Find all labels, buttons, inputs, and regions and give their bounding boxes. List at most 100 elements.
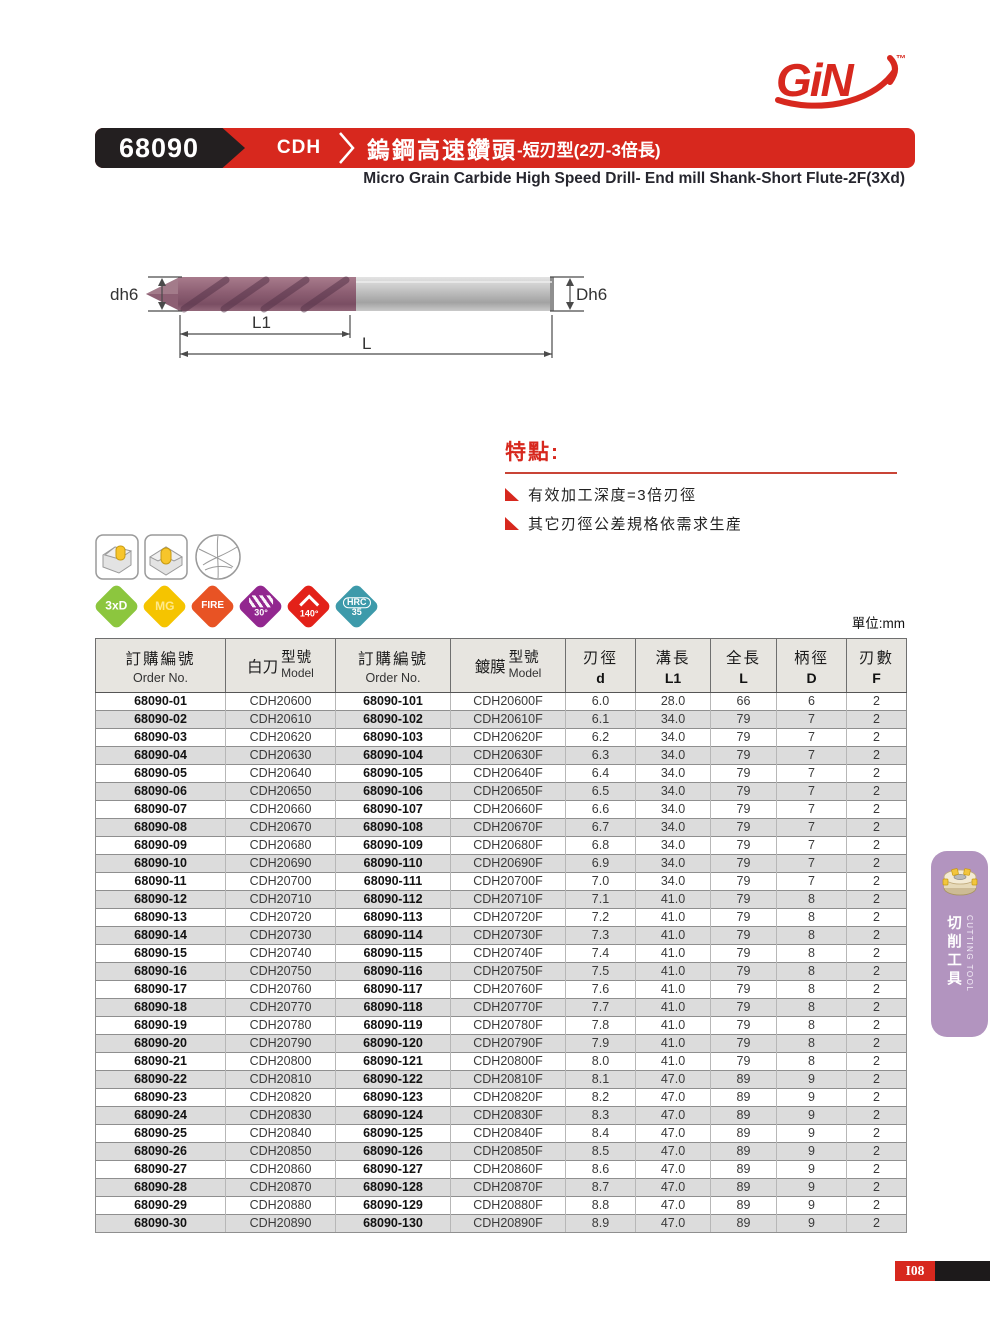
order-no-cell: 68090-11 xyxy=(95,872,226,891)
spec-cell: 41.0 xyxy=(635,980,711,999)
spec-cell: 89 xyxy=(710,1124,777,1143)
spec-cell: 9 xyxy=(776,1070,847,1089)
spec-cell: CDH20640F xyxy=(450,764,566,783)
order-no-cell: 68090-115 xyxy=(335,944,451,963)
spec-cell: 89 xyxy=(710,1106,777,1125)
spec-cell: 9 xyxy=(776,1142,847,1161)
spec-cell: CDH20700F xyxy=(450,872,566,891)
features-divider xyxy=(505,472,897,474)
order-no-cell: 68090-17 xyxy=(95,980,226,999)
order-no-cell: 68090-21 xyxy=(95,1052,226,1071)
table-row: 68090-20 CDH20790 68090-120 CDH20790F 7.9 41.… xyxy=(95,1034,907,1053)
spec-cell: 8 xyxy=(776,1052,847,1071)
spec-cell: CDH20600F xyxy=(450,692,566,711)
spec-cell: 34.0 xyxy=(635,746,711,765)
order-no-cell: 68090-103 xyxy=(335,728,451,747)
spec-cell: CDH20880F xyxy=(450,1196,566,1215)
step-drilling-icon xyxy=(95,534,139,580)
point-angle-icon xyxy=(298,594,319,607)
spec-cell: CDH20830 xyxy=(225,1106,336,1125)
spec-cell: CDH20660 xyxy=(225,800,336,819)
spec-cell: 79 xyxy=(710,944,777,963)
spec-cell: 41.0 xyxy=(635,890,711,909)
spec-cell: 79 xyxy=(710,980,777,999)
order-no-cell: 68090-06 xyxy=(95,782,226,801)
col-header-flute-length: 溝長 L1 xyxy=(635,638,711,693)
feature-text: 有效加工深度=3倍刃徑 xyxy=(528,487,697,504)
spec-cell: CDH20860 xyxy=(225,1160,336,1179)
table-row: 68090-11 CDH20700 68090-111 CDH20700F 7.0 34.… xyxy=(95,872,907,891)
spec-cell: 2 xyxy=(846,1052,907,1071)
triangle-bullet-icon xyxy=(505,517,519,530)
spec-cell: 89 xyxy=(710,1178,777,1197)
gin-logo-icon: GiN ™ xyxy=(775,54,906,109)
table-row: 68090-29 CDH20880 68090-129 CDH20880F 8.8 47.… xyxy=(95,1196,907,1215)
spec-cell: CDH20730 xyxy=(225,926,336,945)
spec-cell: 89 xyxy=(710,1214,777,1233)
col-header-coated-model: 鍍膜 型號 Model xyxy=(450,638,566,693)
side-tab-label-en: CUTTING TOOL xyxy=(965,915,974,993)
spec-cell: 7 xyxy=(776,728,847,747)
spec-cell: 8.0 xyxy=(565,1052,636,1071)
table-row: 68090-19 CDH20780 68090-119 CDH20780F 7.8 41.… xyxy=(95,1016,907,1035)
table-row: 68090-26 CDH20850 68090-126 CDH20850F 8.5 47.… xyxy=(95,1142,907,1161)
spec-table: 訂購編號 Order No. 白刀 型號 Model 訂購編號 Order No. xyxy=(95,638,907,1233)
dimension-arrowheads xyxy=(158,278,574,357)
spec-cell: 2 xyxy=(846,1214,907,1233)
spiral-flute-icon xyxy=(248,595,273,608)
spec-cell: 47.0 xyxy=(635,1106,711,1125)
spec-cell: 89 xyxy=(710,1070,777,1089)
badge-label: 3xD xyxy=(105,599,128,614)
col-header-diameter: 刃徑 d xyxy=(565,638,636,693)
badge-helix-30: 30° xyxy=(237,582,284,632)
table-row: 68090-05 CDH20640 68090-105 CDH20640F 6.4 34.… xyxy=(95,764,907,783)
spec-cell: 41.0 xyxy=(635,962,711,981)
order-no-cell: 68090-102 xyxy=(335,710,451,729)
order-no-cell: 68090-112 xyxy=(335,890,451,909)
order-no-cell: 68090-13 xyxy=(95,908,226,927)
order-no-cell: 68090-114 xyxy=(335,926,451,945)
spec-cell: 47.0 xyxy=(635,1196,711,1215)
spec-cell: CDH20780F xyxy=(450,1016,566,1035)
spec-badges: 3xD MG FIRE 30° 140° HRC 35 xyxy=(93,582,380,632)
feature-item: 有效加工深度=3倍刃徑 xyxy=(505,484,897,505)
spec-cell: 6.9 xyxy=(565,854,636,873)
spec-cell: 79 xyxy=(710,1052,777,1071)
order-no-cell: 68090-03 xyxy=(95,728,226,747)
dim-label-dh6: dh6 xyxy=(110,285,138,304)
order-no-cell: 68090-22 xyxy=(95,1070,226,1089)
spec-cell: 2 xyxy=(846,998,907,1017)
spec-cell: 41.0 xyxy=(635,926,711,945)
spec-cell: 2 xyxy=(846,1088,907,1107)
spec-cell: CDH20860F xyxy=(450,1160,566,1179)
order-no-cell: 68090-126 xyxy=(335,1142,451,1161)
spec-cell: CDH20820 xyxy=(225,1088,336,1107)
spec-cell: 2 xyxy=(846,728,907,747)
spec-cell: 7.3 xyxy=(565,926,636,945)
brand-logo: GiN ™ xyxy=(758,48,908,114)
spec-cell: CDH20850 xyxy=(225,1142,336,1161)
section-title-zh: 鎢鋼高速鑽頭 xyxy=(367,137,517,163)
spec-cell: 79 xyxy=(710,782,777,801)
badge-label: MG xyxy=(154,599,175,614)
spec-cell: 7.5 xyxy=(565,962,636,981)
spec-cell: 7.4 xyxy=(565,944,636,963)
spec-cell: 2 xyxy=(846,692,907,711)
spec-cell: 7.6 xyxy=(565,980,636,999)
series-name: CDH xyxy=(276,137,322,158)
spec-cell: CDH20680F xyxy=(450,836,566,855)
spec-cell: 66 xyxy=(710,692,777,711)
spec-cell: 8 xyxy=(776,998,847,1017)
spec-cell: 8 xyxy=(776,1016,847,1035)
table-row: 68090-14 CDH20730 68090-114 CDH20730F 7.3 41.… xyxy=(95,926,907,945)
spec-cell: 41.0 xyxy=(635,944,711,963)
spec-cell: CDH20750 xyxy=(225,962,336,981)
spec-cell: 8 xyxy=(776,890,847,909)
spec-cell: 34.0 xyxy=(635,764,711,783)
order-no-cell: 68090-117 xyxy=(335,980,451,999)
spec-cell: 2 xyxy=(846,1142,907,1161)
table-row: 68090-04 CDH20630 68090-104 CDH20630F 6.3 34.… xyxy=(95,746,907,765)
order-no-cell: 68090-25 xyxy=(95,1124,226,1143)
spec-cell: CDH20740 xyxy=(225,944,336,963)
spec-cell: 7 xyxy=(776,818,847,837)
